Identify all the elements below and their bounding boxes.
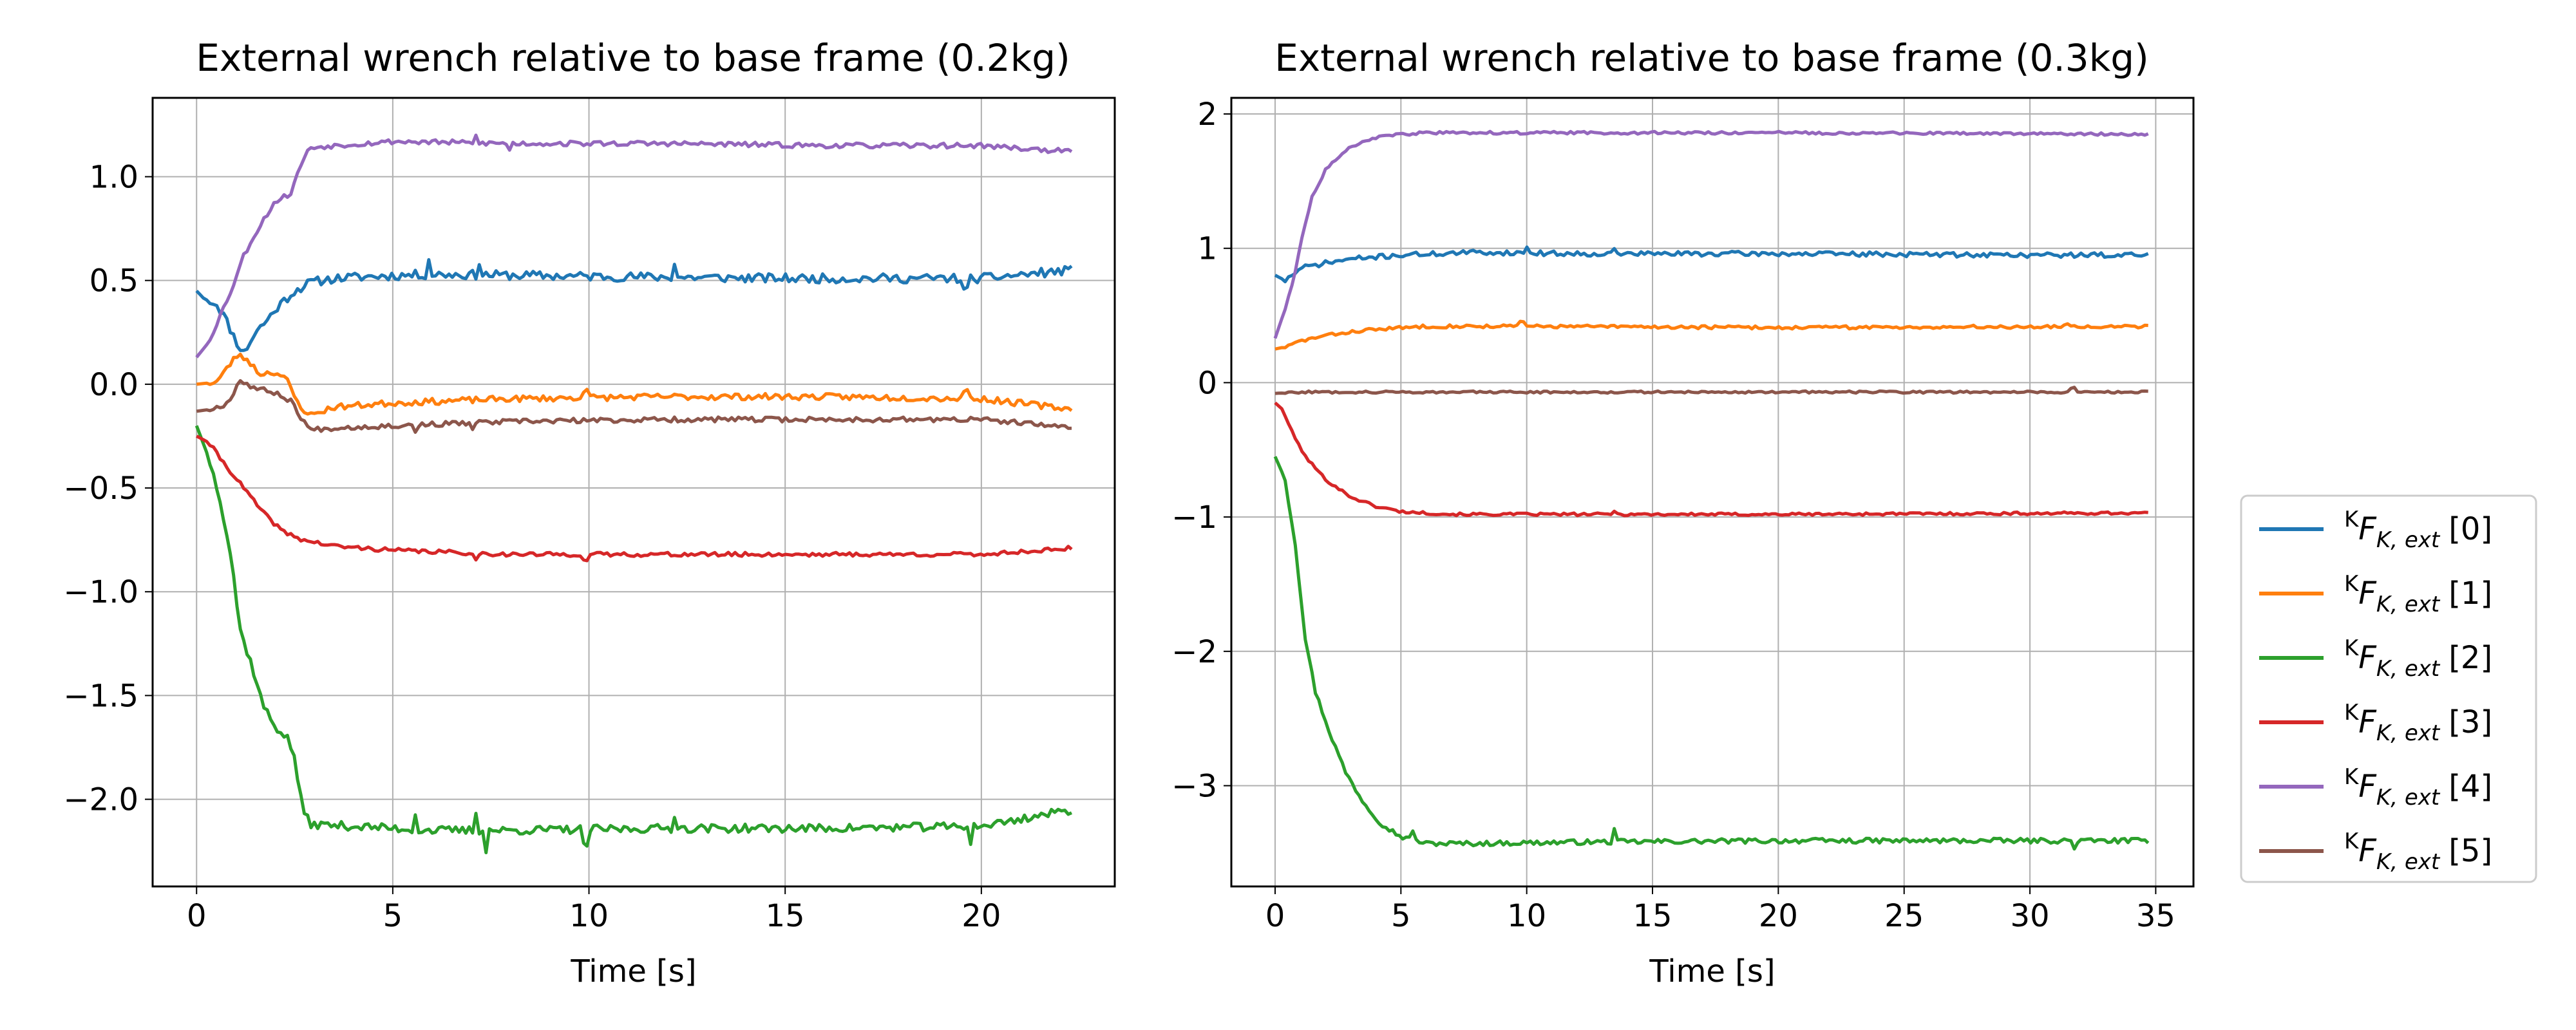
legend-sub: K, ext — [2376, 656, 2441, 682]
chart-left-xtick-label: 10 — [569, 898, 609, 934]
legend-box — [2240, 494, 2537, 883]
chart-left: External wrench relative to base frame (… — [63, 36, 1116, 989]
chart-right-frame — [1230, 97, 2195, 888]
chart-right-xtick-label: 10 — [1507, 898, 1546, 934]
series-line-1 — [196, 352, 1073, 416]
chart-left-frame — [151, 97, 1116, 888]
series-line-5 — [196, 379, 1072, 434]
chart-left-ytick-label: 1.0 — [90, 160, 138, 196]
series-line-0 — [1274, 245, 2149, 284]
legend-sup: K — [2344, 829, 2360, 854]
chart-left-xtick-label: 0 — [187, 898, 207, 934]
legend-label-3: KFK, ext [3] — [2344, 700, 2492, 746]
chart-left-title: External wrench relative to base frame (… — [196, 36, 1070, 80]
chart-right-ytick-label: −2 — [1171, 634, 1217, 670]
series-line-4 — [195, 133, 1073, 359]
chart-left-ytick-label: −1.5 — [63, 678, 138, 714]
chart-left-xtick-label: 5 — [383, 898, 403, 934]
legend-sup: K — [2344, 507, 2360, 532]
legend-label-5: KFK, ext [5] — [2344, 829, 2492, 875]
chart-left-ticks: 0 5 10 15 20 1.0 0.5 0.0 −0.5 −1.0 −1.5 −2.0 — [63, 160, 1001, 935]
chart-left-xtick-label: 20 — [961, 898, 1001, 934]
chart-left-ytick-label: −2.0 — [63, 782, 138, 818]
chart-left-ytick-label: 0.0 — [90, 367, 138, 403]
chart-left-grid — [153, 98, 1115, 886]
chart-right-ytick-label: −1 — [1171, 500, 1217, 536]
series-line-2 — [194, 425, 1073, 854]
series-line-5 — [1274, 386, 2148, 395]
legend-sup: K — [2344, 571, 2360, 597]
chart-right-xtick-label: 20 — [1759, 898, 1798, 934]
legend-index: [4] — [2448, 769, 2492, 805]
legend-index: [0] — [2448, 511, 2492, 547]
legend-label-4: KFK, ext [4] — [2344, 764, 2492, 810]
legend-sub: K, ext — [2376, 527, 2441, 553]
legend-index: [3] — [2448, 704, 2492, 740]
chart-right-xtick-label: 30 — [2011, 898, 2050, 934]
legend-items: KFK, ext [0]KFK, ext [1]KFK, ext [2]KFK, ex… — [2259, 507, 2492, 875]
chart-right-ytick-label: −3 — [1171, 768, 1217, 804]
legend-label-1: KFK, ext [1] — [2344, 571, 2492, 617]
chart-right-ytick-label: 1 — [1197, 231, 1217, 267]
chart-left-ytick-label: −1.0 — [63, 574, 138, 610]
series-line-4 — [1273, 129, 2149, 339]
series-line-2 — [1273, 456, 2150, 851]
legend-label-2: KFK, ext [2] — [2344, 635, 2492, 682]
legend-sub: K, ext — [2376, 785, 2441, 810]
series-line-3 — [196, 435, 1073, 563]
chart-left-xlabel: Time [s] — [570, 953, 696, 989]
chart-left-series — [194, 133, 1073, 854]
chart-right-ytick-label: 0 — [1197, 365, 1217, 401]
legend-sup: K — [2344, 635, 2360, 661]
legend-base: F — [2358, 769, 2377, 805]
legend-index: [1] — [2448, 576, 2492, 612]
legend-base: F — [2358, 511, 2377, 547]
chart-right-title: External wrench relative to base frame (… — [1274, 36, 2149, 80]
legend-sub: K, ext — [2376, 849, 2441, 875]
chart-left-xtick-label: 15 — [766, 898, 805, 934]
legend-sup: K — [2344, 700, 2360, 726]
series-line-0 — [195, 258, 1073, 352]
chart-right-ytick-label: 2 — [1197, 97, 1217, 133]
chart-right-xtick-label: 35 — [2136, 898, 2175, 934]
legend-base: F — [2358, 833, 2377, 869]
series-line-3 — [1274, 401, 2148, 518]
legend-sub: K, ext — [2376, 720, 2441, 746]
chart-right-series — [1273, 129, 2150, 851]
chart-left-ytick-label: 0.5 — [90, 263, 138, 299]
legend: KFK, ext [0]KFK, ext [1]KFK, ext [2]KFK, ex… — [2240, 494, 2537, 883]
legend-label-0: KFK, ext [0] — [2344, 507, 2492, 553]
legend-base: F — [2358, 640, 2377, 676]
chart-right-xtick-label: 25 — [1884, 898, 1924, 934]
chart-right-grid — [1231, 98, 2193, 886]
legend-sup: K — [2344, 764, 2360, 790]
legend-sub: K, ext — [2376, 592, 2441, 617]
chart-right-xtick-label: 5 — [1391, 898, 1411, 934]
legend-base: F — [2358, 576, 2377, 612]
chart-left-ytick-label: −0.5 — [63, 471, 138, 507]
series-line-1 — [1274, 319, 2148, 351]
legend-index: [5] — [2448, 833, 2492, 869]
chart-right-xtick-label: 0 — [1265, 898, 1285, 934]
legend-index: [2] — [2448, 640, 2492, 676]
legend-base: F — [2358, 704, 2377, 740]
chart-right-xtick-label: 15 — [1633, 898, 1672, 934]
chart-right-xlabel: Time [s] — [1649, 953, 1775, 989]
chart-right: External wrench relative to base frame (… — [1171, 36, 2195, 989]
